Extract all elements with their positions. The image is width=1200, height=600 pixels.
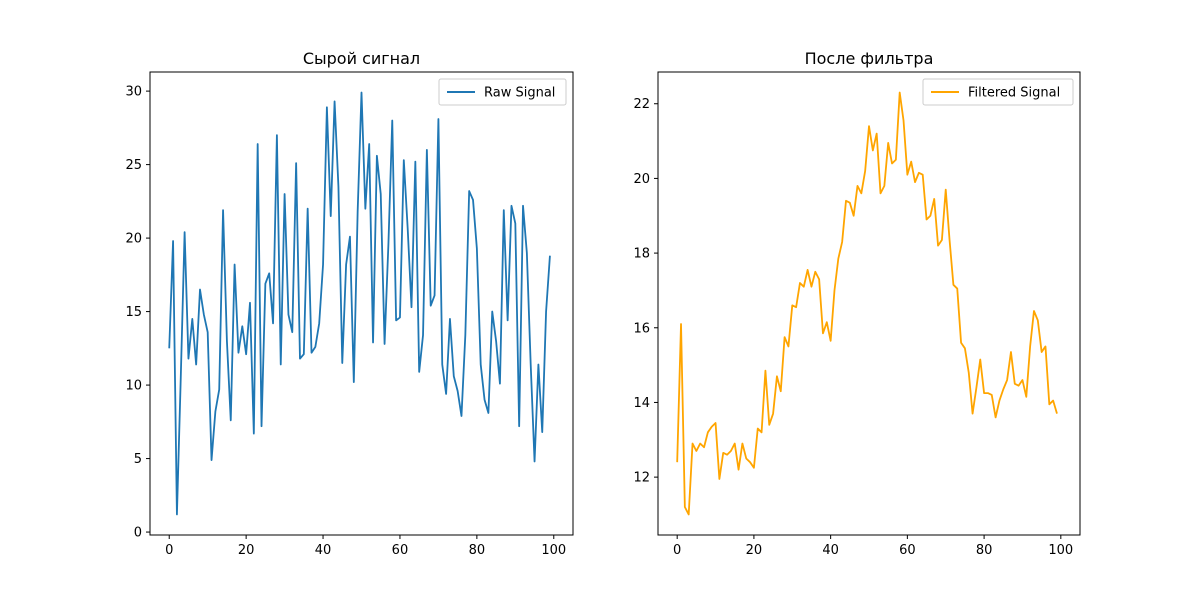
y-tick-label: 20 [633, 172, 650, 187]
chart-filtered-signal: После фильтра 0 20 40 60 80 100 12 14 16 18 20 22 Fil… [633, 49, 1081, 558]
x-tick-label: 20 [238, 543, 255, 558]
chart-raw-signal: Сырой сигнал 0 20 40 60 80 100 0 5 10 15 20 25 30 Raw … [125, 49, 574, 558]
axes-frame [657, 71, 1081, 536]
chart-title: После фильтра [805, 49, 934, 68]
legend: Raw Signal [438, 78, 567, 106]
x-tick-label: 100 [1048, 543, 1073, 558]
legend-box [438, 78, 567, 106]
series-line-raw-signal [168, 91, 551, 516]
legend-box [922, 78, 1074, 106]
x-tick-label: 20 [746, 543, 763, 558]
x-tick-label: 40 [315, 543, 332, 558]
legend-label: Filtered Signal [968, 86, 1060, 101]
x-tick-label: 40 [822, 543, 839, 558]
x-tick-label: 100 [541, 543, 566, 558]
x-tick-label: 60 [899, 543, 916, 558]
y-tick-label: 16 [633, 321, 650, 336]
series-line-filtered-signal [676, 91, 1058, 516]
y-tick-label: 22 [633, 97, 650, 112]
chart-title: Сырой сигнал [303, 49, 420, 68]
axes-frame [149, 71, 574, 536]
y-tick-label: 14 [633, 396, 650, 411]
x-tick-label: 60 [392, 543, 409, 558]
x-tick-label: 0 [673, 543, 681, 558]
y-tick-label: 12 [633, 471, 650, 486]
y-tick-label: 20 [125, 232, 142, 247]
y-tick-label: 5 [134, 452, 142, 467]
y-tick-label: 15 [125, 305, 142, 320]
y-tick-label: 30 [125, 85, 142, 100]
y-tick-label: 18 [633, 247, 650, 262]
x-tick-label: 80 [469, 543, 486, 558]
x-tick-label: 0 [165, 543, 173, 558]
legend: Filtered Signal [922, 78, 1074, 106]
legend-label: Raw Signal [484, 86, 555, 101]
y-tick-label: 10 [125, 379, 142, 394]
y-tick-label: 0 [134, 526, 142, 541]
y-tick-label: 25 [125, 158, 142, 173]
x-tick-label: 80 [976, 543, 993, 558]
